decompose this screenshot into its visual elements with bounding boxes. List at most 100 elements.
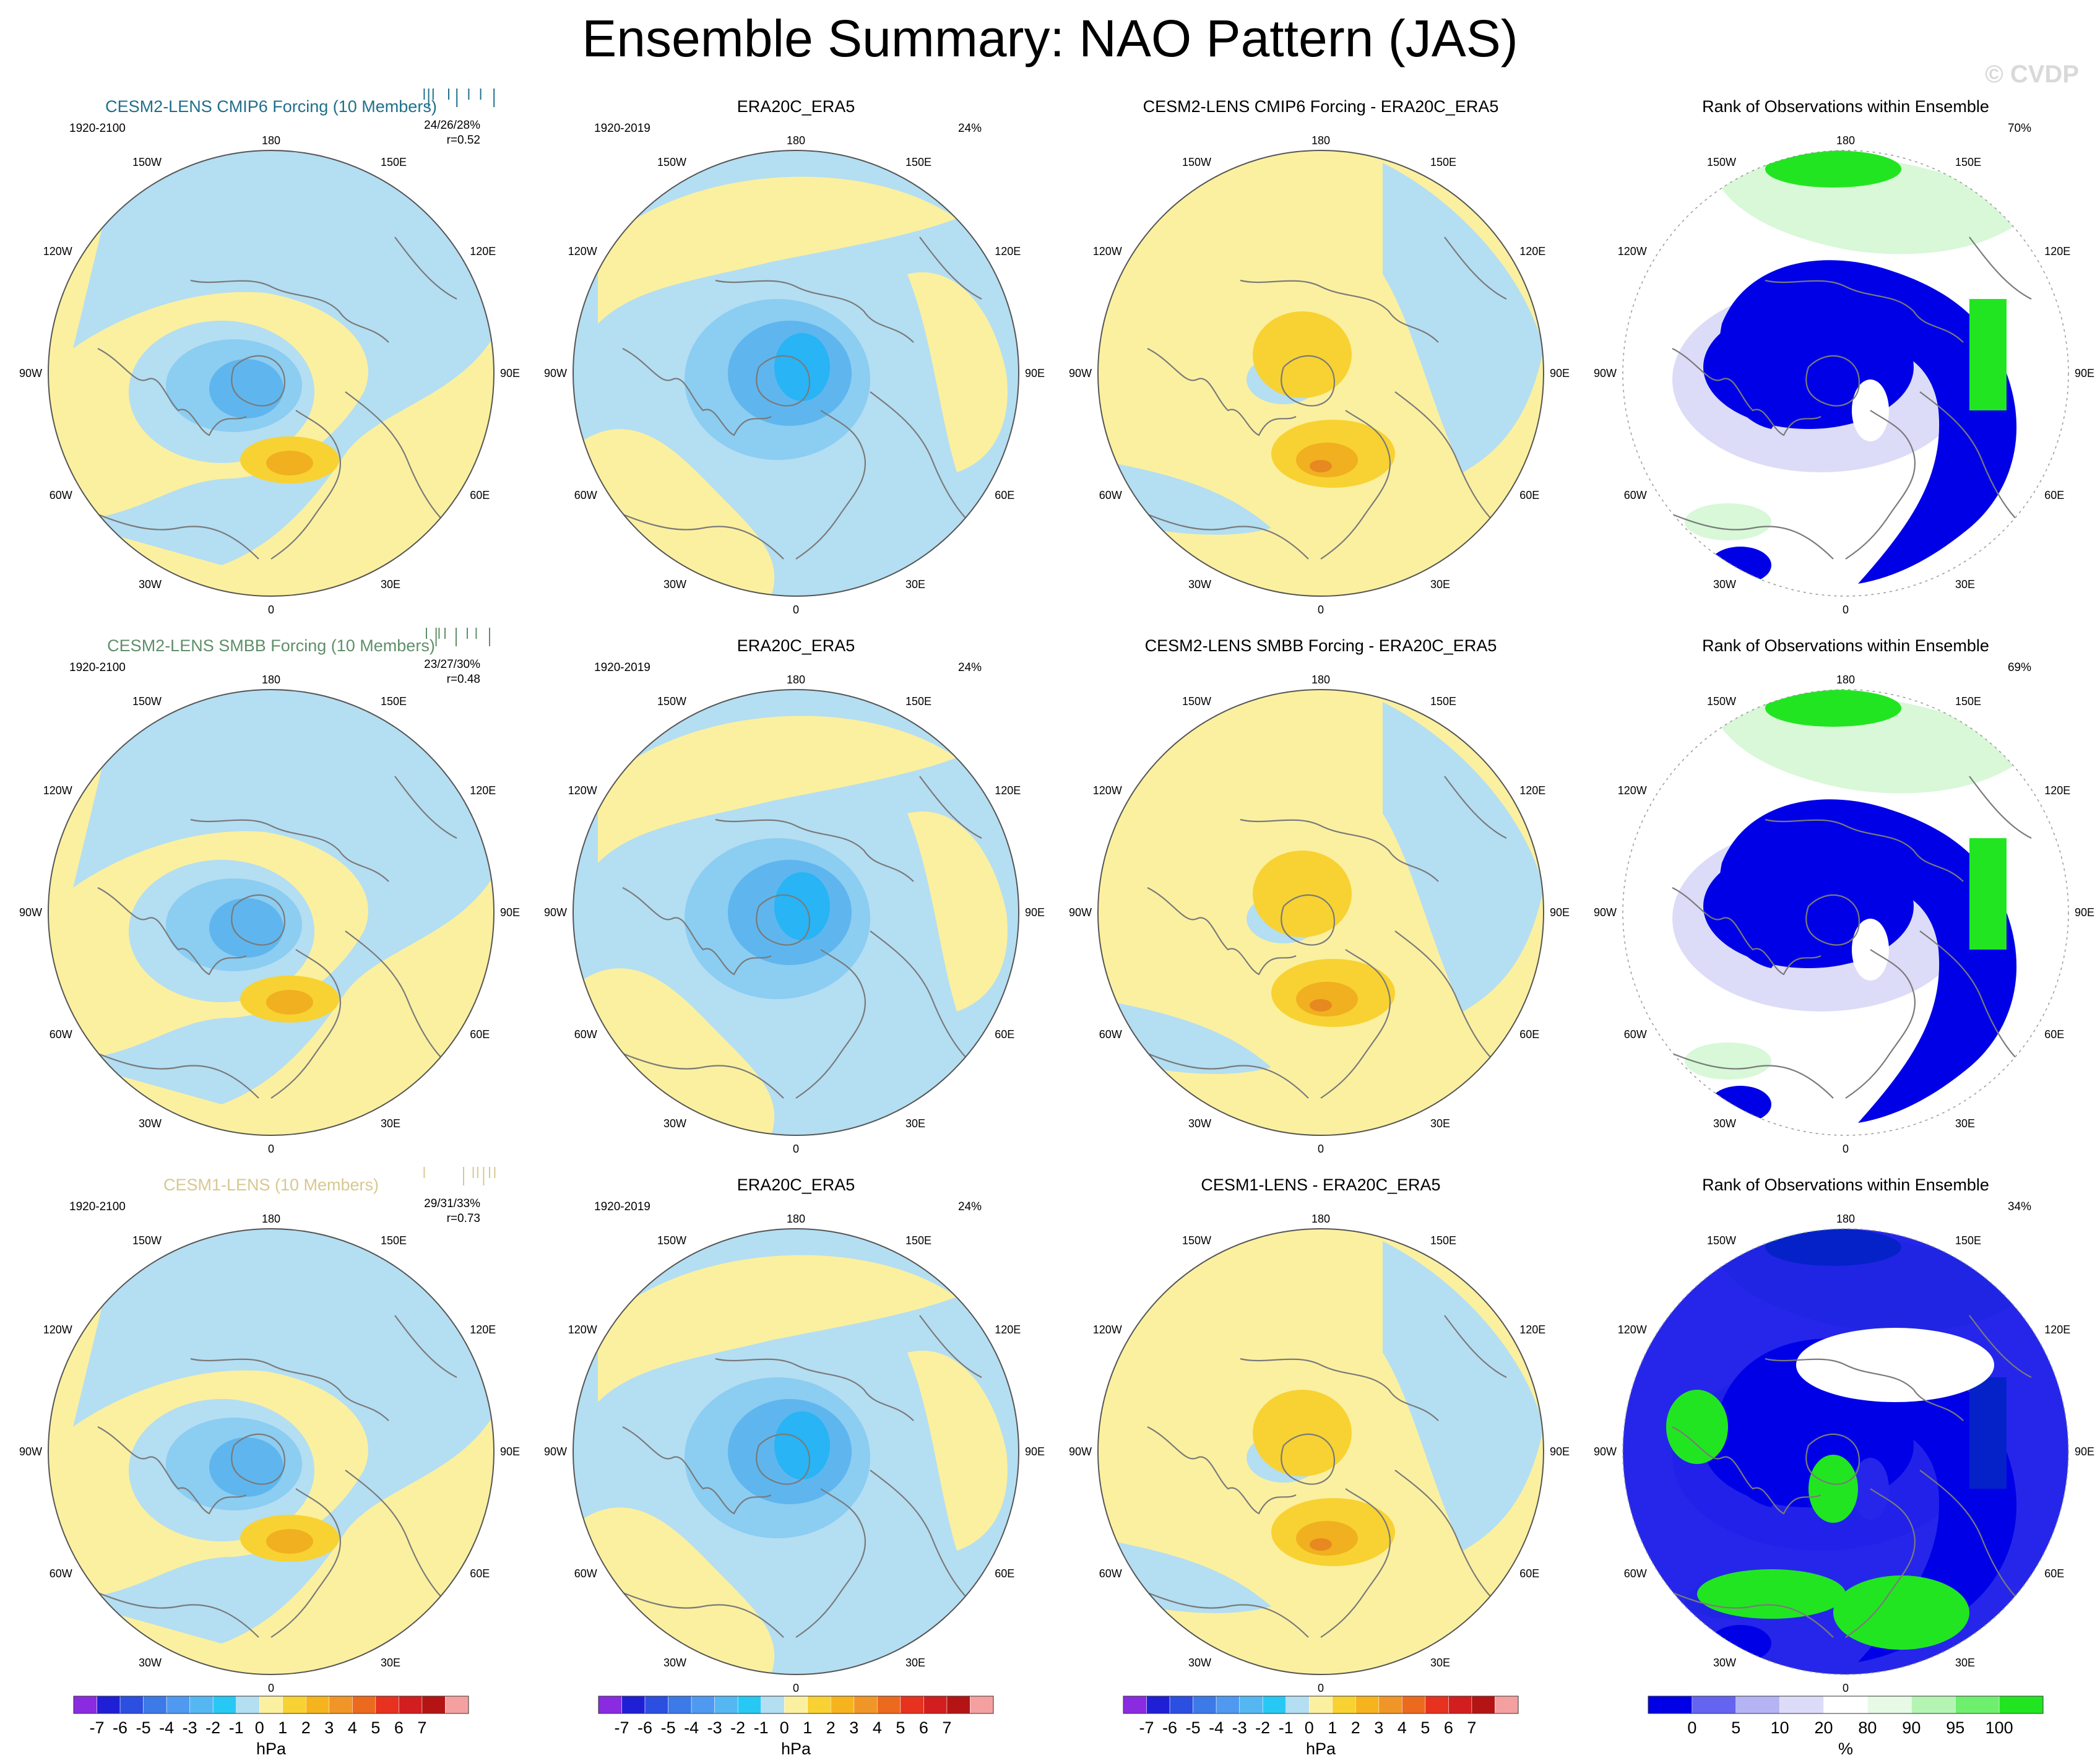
lon-label-upper-left-outer: 150W: [1182, 156, 1211, 168]
panel-title: CESM1-LENS (10 Members): [163, 1176, 379, 1194]
colorbar-tick-label: 7: [1467, 1718, 1476, 1737]
lon-label-lower-left-outer: 30W: [1713, 1117, 1736, 1130]
coastline: [1394, 1470, 1495, 1601]
contour-region: [598, 1255, 957, 1402]
lon-label-lower-right-outer: 30E: [381, 1117, 400, 1130]
colorbar-tick-label: -2: [1255, 1718, 1270, 1737]
colorbar-swatch: [621, 1696, 646, 1714]
rank-region: [1697, 1569, 1846, 1619]
lon-label-lower-left-mid: 60W: [574, 489, 597, 501]
contour-region: [266, 451, 313, 475]
colorbar-tick-label: -1: [229, 1718, 244, 1737]
lon-label-0: 0: [793, 1143, 799, 1155]
contour-region: [1685, 503, 1771, 540]
lon-label-lower-right-mid: 60E: [2044, 1567, 2064, 1580]
coastline: [715, 279, 914, 343]
lon-label-90e: 90E: [500, 367, 520, 379]
colorbar-swatch: [1169, 1696, 1193, 1714]
contour-region: [1685, 1042, 1771, 1080]
contour-region: [598, 176, 957, 324]
coastline: [231, 355, 285, 407]
colorbar-swatch: [598, 1696, 622, 1714]
coastline: [919, 236, 982, 300]
map-fill-group: [1098, 1229, 1544, 1674]
contour-region: [1253, 851, 1352, 937]
lon-label-90w: 90W: [544, 1445, 567, 1458]
colorbar-tick-label: 90: [1902, 1718, 1921, 1737]
lon-label-180: 180: [1836, 134, 1855, 147]
map-fill-group: [48, 150, 494, 596]
coastline: [610, 1047, 784, 1099]
contour-region: [1310, 999, 1332, 1011]
coastline: [1147, 887, 1297, 976]
colorbar-swatch: [329, 1696, 353, 1714]
lon-label-upper-right-outer: 150E: [1430, 156, 1456, 168]
lon-label-90e: 90E: [1550, 367, 1570, 379]
lon-label-180: 180: [787, 674, 805, 686]
lon-label-180: 180: [787, 1213, 805, 1225]
lon-label-180: 180: [1836, 674, 1855, 686]
contour-region: [209, 898, 283, 958]
figure-title: Ensemble Summary: NAO Pattern (JAS): [582, 9, 1518, 67]
lon-label-lower-right-outer: 30E: [1955, 578, 1975, 591]
colorbar-swatch: [1216, 1696, 1240, 1714]
lon-label-upper-left-outer: 150W: [1707, 1234, 1736, 1247]
colorbar-tick-label: 4: [1398, 1718, 1407, 1737]
colorbar-swatch: [1425, 1696, 1449, 1714]
period-label: 1920-2100: [69, 1200, 126, 1213]
lon-label-upper-right-outer: 150E: [905, 156, 931, 168]
colorbar-swatch: [1402, 1696, 1426, 1714]
colorbar-swatch: [1471, 1696, 1495, 1714]
lon-label-upper-left-mid: 120W: [568, 784, 597, 797]
lon-label-0: 0: [268, 604, 274, 616]
coastline: [1394, 930, 1495, 1062]
coastline: [1240, 1358, 1439, 1421]
coastline: [1919, 391, 2020, 522]
coastline: [756, 894, 810, 946]
map-fill-group: [1623, 690, 2068, 1135]
colorbar-tick-label: 5: [371, 1718, 380, 1737]
coastline: [1444, 1315, 1507, 1378]
map-fill-group: [1098, 690, 1544, 1135]
colorbar-tick-label: 1: [278, 1718, 287, 1737]
coastline: [1659, 508, 1834, 560]
colorbar-tick-label: 3: [1374, 1718, 1383, 1737]
lon-label-90e: 90E: [1025, 367, 1045, 379]
colorbar-swatch: [236, 1696, 260, 1714]
lon-label-upper-left-outer: 150W: [1182, 1234, 1211, 1247]
colorbar-swatch: [1955, 1696, 2000, 1714]
coastline: [345, 930, 445, 1062]
coastline: [1845, 949, 1916, 1099]
colorbar-swatch: [1285, 1696, 1310, 1714]
lon-label-90w: 90W: [19, 906, 42, 919]
colorbar-swatch: [691, 1696, 715, 1714]
lon-label-90e: 90E: [2075, 367, 2094, 379]
coastline: [1919, 1470, 2020, 1601]
lon-label-lower-left-outer: 30W: [663, 1117, 686, 1130]
coastline: [870, 930, 970, 1062]
contour-region: [1969, 838, 2007, 950]
panel-title: CESM2-LENS CMIP6 Forcing (10 Members): [105, 97, 437, 116]
lon-label-180: 180: [1836, 1213, 1855, 1225]
coastline: [756, 355, 810, 407]
contour-region: [774, 1411, 830, 1479]
lon-label-lower-left-mid: 60W: [574, 1567, 597, 1580]
panel-title: CESM2-LENS CMIP6 Forcing - ERA20C_ERA5: [1143, 97, 1499, 116]
variance-label: 34%: [2008, 1200, 2031, 1213]
coastline: [1765, 279, 1964, 343]
colorbar-tick-label: -7: [90, 1718, 105, 1737]
coastline: [870, 1470, 970, 1601]
coastline: [1134, 508, 1309, 560]
lon-label-lower-left-mid: 60W: [574, 1028, 597, 1041]
lon-label-lower-right-mid: 60E: [1519, 1028, 1539, 1041]
lon-label-upper-right-outer: 150E: [381, 156, 407, 168]
lon-label-upper-right-outer: 150E: [1955, 156, 1981, 168]
lon-label-lower-right-mid: 60E: [1519, 1567, 1539, 1580]
lon-label-lower-right-outer: 30E: [905, 1117, 925, 1130]
colorbar-hpa-col3: -7 -6 -5 -4 -3 -2 -1 0 1 2 3 4 5 6 7 hPa: [1123, 1696, 1519, 1758]
map-panel-diff-row3: 180 0 90W 90E 150W 150E 120W 120E 60W 60E 30W 30E CE…: [1069, 1176, 1570, 1694]
colorbar-swatch: [282, 1696, 306, 1714]
lon-label-90e: 90E: [1025, 906, 1045, 919]
lon-label-lower-right-mid: 60E: [2044, 489, 2064, 501]
lon-label-lower-right-mid: 60E: [995, 489, 1014, 501]
